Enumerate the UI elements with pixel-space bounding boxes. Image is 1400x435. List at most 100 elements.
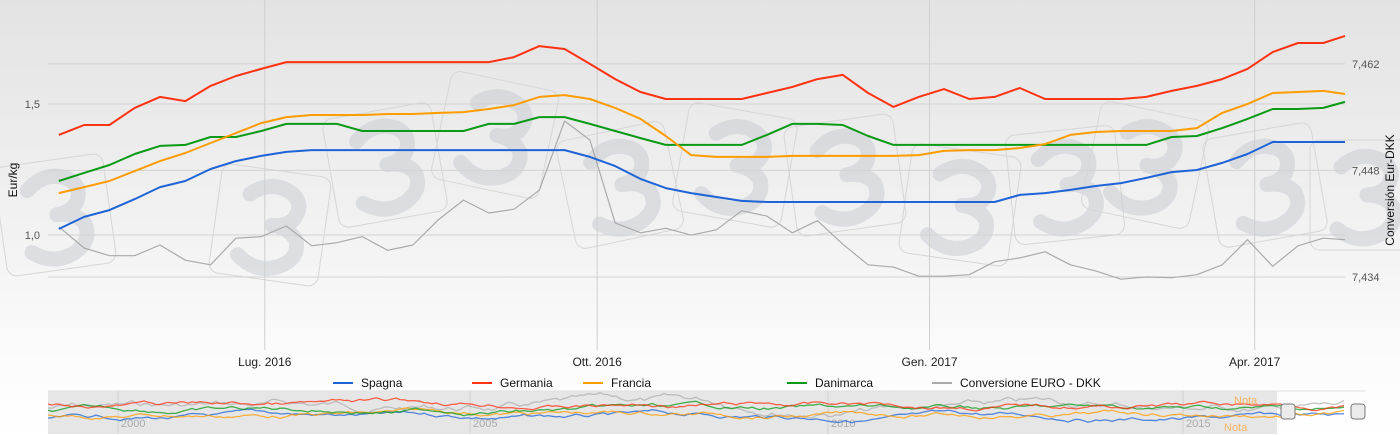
data-point	[361, 61, 363, 63]
data-point	[690, 154, 692, 156]
data-point	[1019, 87, 1021, 89]
data-point	[917, 144, 919, 146]
data-point	[1019, 144, 1021, 146]
series-line-spagna[interactable]	[58, 141, 1345, 230]
data-point	[842, 243, 844, 245]
data-point	[766, 201, 768, 203]
data-point	[260, 155, 262, 157]
data-point	[184, 144, 186, 146]
data-point	[108, 164, 110, 166]
navigator[interactable]: 2000 2005 2010 2015 Nota Nota	[47, 390, 1366, 434]
series-danimarca[interactable]	[58, 100, 1347, 183]
data-point	[488, 149, 490, 151]
data-point	[1221, 127, 1223, 129]
data-point	[513, 208, 515, 210]
data-point	[1196, 169, 1198, 171]
series-line-danimarca[interactable]	[58, 100, 1346, 182]
data-point	[184, 259, 186, 261]
legend-item[interactable]: Danimarca	[787, 376, 873, 390]
x-tick-label: Lug. 2016	[238, 355, 292, 369]
data-point	[589, 98, 591, 100]
data-point	[993, 149, 995, 151]
data-point	[665, 98, 667, 100]
data-point	[1246, 153, 1248, 155]
series-francia[interactable]	[58, 89, 1347, 195]
data-point	[639, 178, 641, 180]
data-point	[892, 155, 894, 157]
data-point	[260, 68, 262, 70]
watermark-three-glyph	[349, 118, 426, 217]
data-point	[614, 222, 616, 224]
series-line-francia[interactable]	[58, 89, 1346, 195]
data-point	[639, 118, 641, 120]
data-point	[83, 186, 85, 188]
watermark-frame	[431, 71, 559, 199]
watermark-logo	[1309, 139, 1400, 251]
data-point	[1145, 177, 1147, 179]
legend-swatch	[333, 382, 353, 384]
data-point	[336, 114, 338, 116]
data-point	[740, 200, 742, 202]
data-point	[361, 130, 363, 132]
data-point	[1069, 144, 1071, 146]
data-point	[235, 160, 237, 162]
data-point	[538, 189, 540, 191]
data-point	[1095, 270, 1097, 272]
data-point	[816, 219, 818, 221]
data-point	[386, 130, 388, 132]
data-point	[488, 123, 490, 125]
data-point	[917, 275, 919, 277]
data-point	[614, 78, 616, 80]
series-spagna[interactable]	[58, 141, 1347, 230]
series-line-germania[interactable]	[58, 34, 1346, 136]
data-point	[1272, 108, 1274, 110]
data-point	[285, 225, 287, 227]
x-tick-label: Apr. 2017	[1229, 355, 1281, 369]
series-germania[interactable]	[58, 34, 1347, 136]
watermark-logo	[672, 102, 798, 228]
grid	[48, 0, 1345, 350]
legend-item[interactable]: Francia	[583, 376, 651, 390]
data-point	[1344, 141, 1346, 143]
data-point	[1322, 42, 1324, 44]
series-line-conversione-euro-dkk[interactable]	[58, 120, 1346, 280]
data-point	[538, 149, 540, 151]
data-point	[943, 275, 945, 277]
legend-item[interactable]: Conversione EURO - DKK	[932, 376, 1101, 390]
data-point	[260, 122, 262, 124]
data-point	[361, 114, 363, 116]
data-point	[1044, 143, 1046, 145]
data-point	[311, 123, 313, 125]
data-point	[867, 155, 869, 157]
navigator-handle-left[interactable]	[1280, 403, 1296, 420]
data-point	[690, 234, 692, 236]
legend-label: Francia	[611, 376, 652, 390]
data-point	[614, 130, 616, 132]
data-point	[740, 98, 742, 100]
data-point	[665, 144, 667, 146]
series-conversione-euro-dkk[interactable]	[58, 120, 1347, 281]
data-point	[1344, 93, 1346, 95]
data-point	[488, 212, 490, 214]
data-point	[563, 120, 565, 122]
navigator-year-label: 2010	[831, 418, 855, 430]
data-point	[1019, 147, 1021, 149]
navigator-handle-right[interactable]	[1350, 403, 1366, 420]
data-point	[715, 196, 717, 198]
data-point	[209, 264, 211, 266]
data-point	[740, 210, 742, 212]
data-point	[412, 244, 414, 246]
data-point	[1069, 264, 1071, 266]
data-point	[1344, 101, 1346, 103]
data-point	[209, 85, 211, 87]
data-point	[336, 61, 338, 63]
data-point	[311, 114, 313, 116]
data-point	[665, 187, 667, 189]
watermark-three-glyph	[453, 89, 533, 186]
data-point	[1221, 78, 1223, 80]
legend-item[interactable]: Germania	[472, 376, 553, 390]
data-point	[58, 192, 60, 194]
legend-item[interactable]: Spagna	[333, 376, 402, 390]
data-point	[1095, 144, 1097, 146]
data-point	[134, 153, 136, 155]
